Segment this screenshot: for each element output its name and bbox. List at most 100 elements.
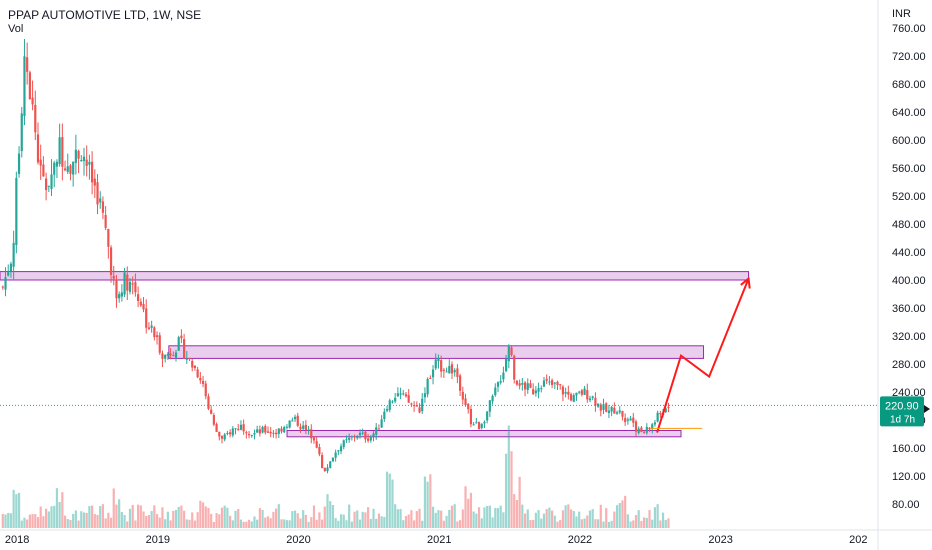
volume-bar bbox=[656, 504, 659, 528]
candle-body bbox=[429, 377, 432, 379]
volume-bar bbox=[118, 499, 121, 528]
candle-body bbox=[147, 327, 151, 329]
candle-body bbox=[215, 424, 218, 432]
volume-bar bbox=[39, 506, 42, 528]
y-axis[interactable]: 760.00 720.00 680.00 640.00 600.00 560.00 520.… bbox=[880, 23, 930, 511]
candle-body bbox=[388, 400, 391, 410]
volume-bar bbox=[564, 505, 567, 528]
bookmark-icon bbox=[924, 405, 930, 413]
candle-body bbox=[231, 428, 234, 436]
volume-bar bbox=[394, 504, 397, 528]
candle-body bbox=[321, 454, 324, 468]
x-axis[interactable]: 2018 2019 2020 2021 2022 2023 202 bbox=[5, 534, 868, 546]
candle-body bbox=[578, 391, 581, 393]
volume-bar bbox=[467, 498, 470, 528]
volume-bar bbox=[88, 506, 91, 528]
volume-bar bbox=[223, 505, 226, 528]
candle-body bbox=[26, 57, 29, 72]
volume-bar bbox=[210, 513, 213, 528]
symbol-title[interactable]: PPAP AUTOMOTIVE LTD, 1W, NSE bbox=[8, 8, 202, 22]
volume-bar bbox=[253, 516, 256, 528]
candle-body bbox=[426, 378, 429, 395]
y-tick-label: 720.00 bbox=[892, 51, 926, 63]
candle-body bbox=[615, 412, 619, 414]
volume-bar bbox=[410, 510, 413, 528]
volume-bar bbox=[653, 507, 657, 528]
candle-body bbox=[272, 432, 275, 434]
volume-bar bbox=[537, 510, 540, 528]
candle-body bbox=[518, 383, 521, 386]
candle-body bbox=[12, 242, 15, 267]
candle-body bbox=[358, 432, 362, 436]
volume-bar bbox=[534, 512, 537, 528]
volume-bar bbox=[329, 501, 332, 528]
volume-bar bbox=[469, 492, 473, 528]
last-price-badge[interactable] bbox=[880, 396, 924, 427]
volume-indicator-label[interactable]: Vol bbox=[8, 23, 24, 35]
volume-bar bbox=[245, 521, 248, 528]
volume-bar bbox=[172, 510, 175, 528]
candle-body bbox=[169, 353, 172, 356]
candle-body bbox=[210, 409, 213, 414]
candle-body bbox=[656, 412, 659, 422]
candle-body bbox=[407, 395, 410, 403]
candle-body bbox=[526, 383, 529, 390]
volume-bar bbox=[429, 474, 432, 528]
volume-bar bbox=[551, 510, 554, 528]
candle-body bbox=[394, 397, 397, 402]
candle-body bbox=[415, 405, 418, 407]
volume-bar bbox=[188, 519, 191, 528]
candle-body bbox=[34, 104, 37, 133]
volume-bar bbox=[63, 515, 67, 528]
volume-bar bbox=[364, 512, 367, 528]
volume-bar bbox=[237, 508, 240, 528]
volume-bar bbox=[28, 514, 31, 528]
candle-body bbox=[315, 441, 318, 448]
volume-bar bbox=[545, 509, 548, 528]
volume-bar bbox=[256, 519, 259, 528]
volume-bar bbox=[523, 513, 527, 528]
candle-body bbox=[191, 360, 194, 368]
y-tick-label: 520.00 bbox=[892, 191, 926, 203]
candle-body bbox=[88, 161, 91, 165]
candle-body bbox=[396, 393, 399, 397]
volume-bar bbox=[664, 519, 667, 528]
volume-bar bbox=[621, 500, 624, 528]
candle-body bbox=[180, 335, 183, 339]
candle-body bbox=[529, 383, 532, 388]
volume-bar bbox=[323, 506, 326, 528]
volume-bar bbox=[169, 520, 172, 528]
candle-body bbox=[369, 436, 372, 441]
candle-body bbox=[126, 274, 129, 291]
volume-bar bbox=[423, 476, 427, 528]
volume-bar bbox=[502, 512, 505, 528]
volume-bar bbox=[475, 513, 478, 528]
candle-body bbox=[326, 467, 329, 472]
candle-body bbox=[385, 409, 389, 411]
volume-bar bbox=[367, 507, 370, 528]
volume-bar bbox=[109, 517, 113, 528]
volume-bar bbox=[23, 517, 26, 528]
volume-bar bbox=[234, 510, 237, 528]
volume-bar bbox=[464, 486, 467, 528]
volume-bar bbox=[526, 509, 529, 528]
candle-body bbox=[561, 386, 565, 395]
volume-bar bbox=[139, 505, 142, 528]
volume-bar bbox=[299, 518, 302, 528]
candle-body bbox=[201, 380, 205, 384]
candle-body bbox=[334, 452, 337, 458]
candle-body bbox=[131, 283, 134, 285]
candle-body bbox=[261, 426, 264, 433]
candle-body bbox=[337, 450, 340, 452]
volume-bar bbox=[661, 512, 665, 528]
volume-bar bbox=[418, 508, 421, 528]
volume-bar bbox=[388, 473, 391, 528]
candle-body bbox=[597, 403, 600, 407]
volume-bar bbox=[445, 515, 448, 528]
candle-body bbox=[410, 403, 413, 405]
volume-bar bbox=[496, 508, 500, 528]
volume-bar bbox=[207, 507, 210, 528]
candle-body bbox=[120, 292, 123, 297]
candle-body bbox=[645, 426, 648, 433]
